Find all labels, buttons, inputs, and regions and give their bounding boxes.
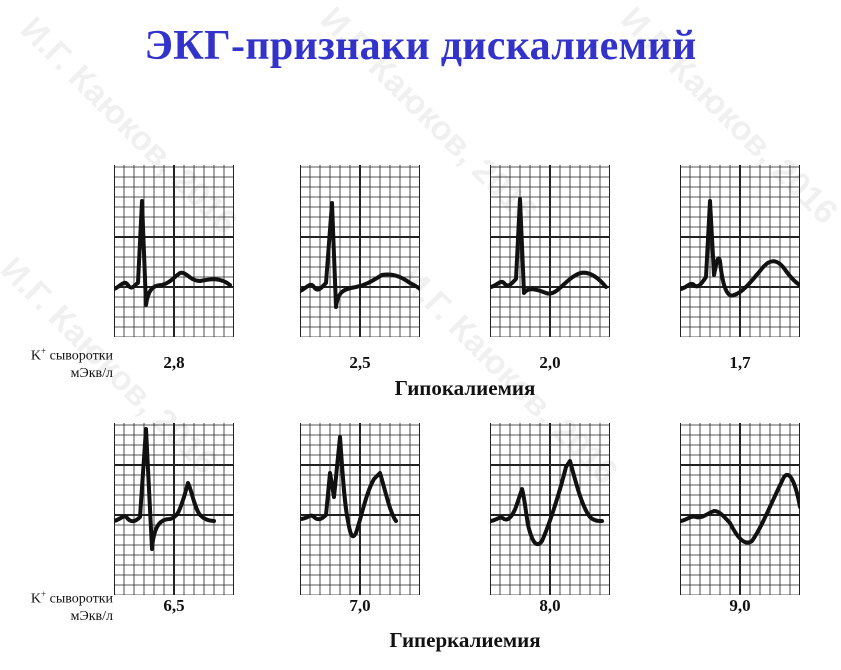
potassium-units-label: K+ сыворотки мЭкв/л bbox=[30, 346, 113, 381]
potassium-value: 9,0 bbox=[729, 596, 751, 615]
ecg-grid bbox=[300, 165, 420, 337]
potassium-value: 2,0 bbox=[539, 353, 561, 372]
potassium-value: 7,0 bbox=[349, 596, 371, 615]
ecg-trace bbox=[490, 459, 604, 547]
potassium-value: 2,5 bbox=[349, 353, 371, 372]
ecg-trace bbox=[300, 435, 398, 539]
ecg-grid bbox=[490, 423, 610, 595]
ecg-trace bbox=[490, 197, 608, 296]
potassium-value: 1,7 bbox=[729, 353, 751, 372]
ecg-panel-hypo-3 bbox=[490, 165, 610, 337]
ecg-panel-hyper-3 bbox=[490, 423, 610, 595]
ecg-panel-hyper-2 bbox=[300, 423, 420, 595]
ecg-panel-hypo-4 bbox=[680, 165, 800, 337]
ecg-trace bbox=[114, 427, 216, 551]
hypokalemia-label: Гипокалиемия bbox=[394, 376, 536, 400]
potassium-units-label: K+ сыворотки мЭкв/л bbox=[30, 589, 113, 624]
ecg-grid bbox=[114, 165, 234, 337]
potassium-value: 8,0 bbox=[539, 596, 561, 615]
ecg-trace bbox=[300, 201, 420, 309]
ecg-grid bbox=[680, 423, 800, 595]
ecg-panel-hypo-2 bbox=[300, 165, 420, 337]
hyperkalemia-label: Гиперкалиемия bbox=[389, 628, 541, 652]
ecg-grid bbox=[300, 423, 420, 595]
ecg-trace bbox=[114, 199, 232, 307]
ecg-grid bbox=[680, 165, 800, 337]
potassium-value: 2,8 bbox=[163, 353, 185, 372]
potassium-value: 6,5 bbox=[163, 596, 185, 615]
ecg-trace bbox=[680, 473, 800, 545]
ecg-trace bbox=[680, 199, 800, 298]
slide-title: ЭКГ-признаки дискалиемий bbox=[144, 23, 697, 69]
ecg-panel-hypo-1 bbox=[114, 165, 234, 337]
ecg-panel-hyper-1 bbox=[114, 423, 234, 595]
ecg-panel-hyper-4 bbox=[680, 423, 800, 595]
ecg-grid bbox=[490, 165, 610, 337]
ecg-grid bbox=[114, 423, 234, 595]
